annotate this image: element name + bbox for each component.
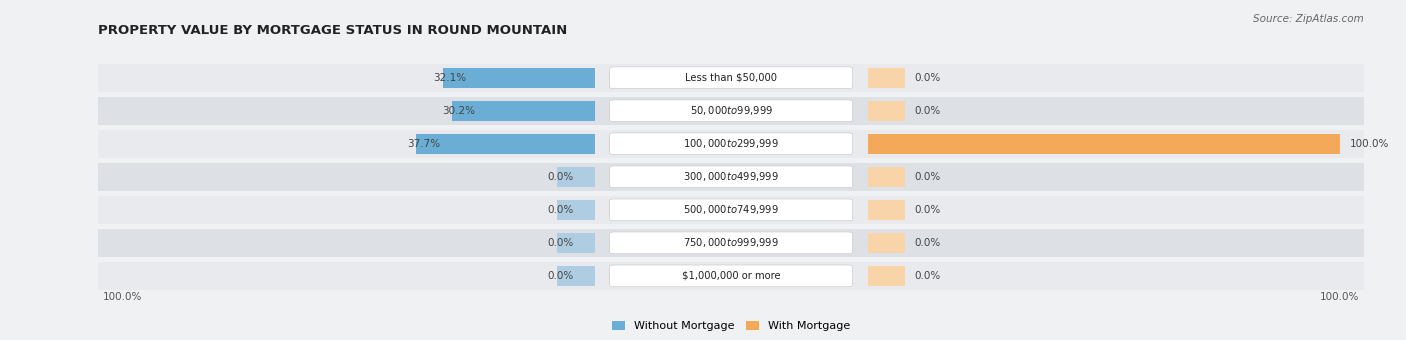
Text: $100,000 to $299,999: $100,000 to $299,999 [683, 137, 779, 150]
Text: 0.0%: 0.0% [915, 73, 941, 83]
Text: $300,000 to $499,999: $300,000 to $499,999 [683, 170, 779, 183]
Text: 0.0%: 0.0% [547, 271, 574, 281]
Text: 100.0%: 100.0% [1320, 292, 1360, 302]
Text: $50,000 to $99,999: $50,000 to $99,999 [689, 104, 773, 117]
FancyBboxPatch shape [610, 199, 852, 221]
FancyBboxPatch shape [868, 64, 1364, 91]
FancyBboxPatch shape [595, 163, 868, 191]
Text: 32.1%: 32.1% [433, 73, 467, 83]
Text: $500,000 to $749,999: $500,000 to $749,999 [683, 203, 779, 216]
Bar [868, 167, 905, 187]
Bar [416, 134, 595, 154]
FancyBboxPatch shape [868, 97, 1364, 125]
Bar [557, 200, 595, 220]
Text: 0.0%: 0.0% [915, 238, 941, 248]
FancyBboxPatch shape [98, 262, 595, 290]
Bar [868, 200, 905, 220]
Bar [443, 68, 595, 88]
Text: 0.0%: 0.0% [915, 106, 941, 116]
FancyBboxPatch shape [595, 229, 868, 257]
Text: 0.0%: 0.0% [547, 205, 574, 215]
Text: PROPERTY VALUE BY MORTGAGE STATUS IN ROUND MOUNTAIN: PROPERTY VALUE BY MORTGAGE STATUS IN ROU… [98, 24, 568, 37]
Text: 0.0%: 0.0% [915, 172, 941, 182]
Text: 0.0%: 0.0% [915, 205, 941, 215]
FancyBboxPatch shape [610, 67, 852, 89]
Text: 30.2%: 30.2% [443, 106, 475, 116]
Bar [451, 101, 595, 121]
FancyBboxPatch shape [868, 262, 1364, 290]
Text: 0.0%: 0.0% [547, 238, 574, 248]
FancyBboxPatch shape [595, 64, 868, 91]
FancyBboxPatch shape [98, 229, 595, 257]
Bar [868, 101, 905, 121]
FancyBboxPatch shape [595, 97, 868, 125]
Bar [868, 134, 1340, 154]
Text: 100.0%: 100.0% [103, 292, 142, 302]
Bar [557, 233, 595, 253]
FancyBboxPatch shape [610, 232, 852, 254]
Text: Source: ZipAtlas.com: Source: ZipAtlas.com [1253, 14, 1364, 23]
FancyBboxPatch shape [610, 265, 852, 287]
FancyBboxPatch shape [98, 163, 595, 191]
FancyBboxPatch shape [98, 97, 595, 125]
FancyBboxPatch shape [868, 130, 1364, 158]
Text: 100.0%: 100.0% [1350, 139, 1389, 149]
Text: 0.0%: 0.0% [547, 172, 574, 182]
FancyBboxPatch shape [98, 64, 595, 91]
FancyBboxPatch shape [610, 166, 852, 188]
Bar [868, 266, 905, 286]
FancyBboxPatch shape [868, 163, 1364, 191]
Text: Less than $50,000: Less than $50,000 [685, 73, 778, 83]
FancyBboxPatch shape [610, 133, 852, 155]
Text: 37.7%: 37.7% [406, 139, 440, 149]
Text: $1,000,000 or more: $1,000,000 or more [682, 271, 780, 281]
Bar [557, 167, 595, 187]
Bar [557, 266, 595, 286]
Legend: Without Mortgage, With Mortgage: Without Mortgage, With Mortgage [607, 317, 855, 336]
FancyBboxPatch shape [610, 100, 852, 122]
FancyBboxPatch shape [868, 229, 1364, 257]
FancyBboxPatch shape [595, 196, 868, 224]
Bar [868, 233, 905, 253]
FancyBboxPatch shape [868, 196, 1364, 224]
FancyBboxPatch shape [98, 130, 595, 158]
Text: $750,000 to $999,999: $750,000 to $999,999 [683, 236, 779, 249]
FancyBboxPatch shape [595, 130, 868, 158]
Bar [868, 68, 905, 88]
FancyBboxPatch shape [595, 262, 868, 290]
Text: 0.0%: 0.0% [915, 271, 941, 281]
FancyBboxPatch shape [98, 196, 595, 224]
